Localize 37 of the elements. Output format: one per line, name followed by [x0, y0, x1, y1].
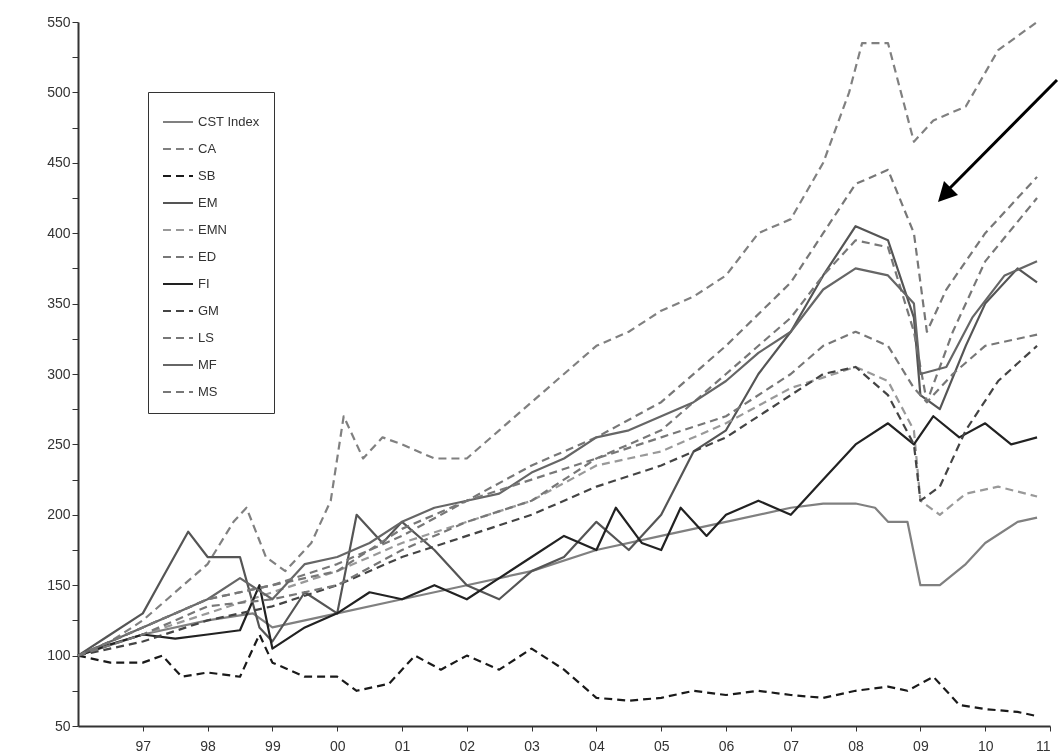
x-tick-label: 10: [977, 737, 994, 754]
x-tick-label: 99: [265, 737, 281, 754]
legend-label: CA: [198, 141, 217, 156]
y-tick-label: 550: [47, 13, 71, 30]
legend-label: EM: [198, 195, 218, 210]
legend-label: LS: [198, 330, 215, 345]
legend-label: MF: [198, 357, 217, 372]
y-tick-label: 250: [47, 435, 71, 452]
x-tick-label: 06: [718, 737, 735, 754]
legend-label: GM: [198, 303, 219, 318]
y-tick-label: 400: [47, 224, 71, 241]
x-tick-label: 02: [459, 737, 476, 754]
legend-label: MS: [198, 384, 218, 399]
x-tick-label: 05: [653, 737, 670, 754]
x-tick-label: 08: [848, 737, 865, 754]
legend-label: FI: [198, 276, 210, 291]
y-tick-label: 500: [47, 83, 71, 100]
x-tick-label: 07: [783, 737, 800, 754]
y-tick-label: 100: [47, 647, 71, 664]
x-tick-label: 03: [524, 737, 541, 754]
x-tick-label: 97: [135, 737, 152, 754]
x-tick-label: 04: [589, 737, 605, 754]
x-tick-label: 01: [394, 737, 411, 754]
y-tick-label: 350: [47, 295, 71, 312]
y-tick-label: 450: [47, 154, 71, 171]
legend-label: CST Index: [198, 114, 260, 129]
x-tick-label: 09: [913, 737, 929, 754]
y-tick-label: 150: [47, 576, 71, 593]
legend-label: EMN: [198, 222, 227, 237]
y-tick-label: 200: [47, 506, 71, 523]
x-tick-label: 11: [1035, 737, 1051, 754]
y-tick-label: 50: [54, 717, 71, 734]
x-tick-label: 00: [329, 737, 346, 754]
legend-label: SB: [198, 168, 216, 183]
x-tick-label: 98: [200, 737, 217, 754]
y-tick-label: 300: [47, 365, 71, 382]
legend-label: ED: [198, 249, 217, 264]
